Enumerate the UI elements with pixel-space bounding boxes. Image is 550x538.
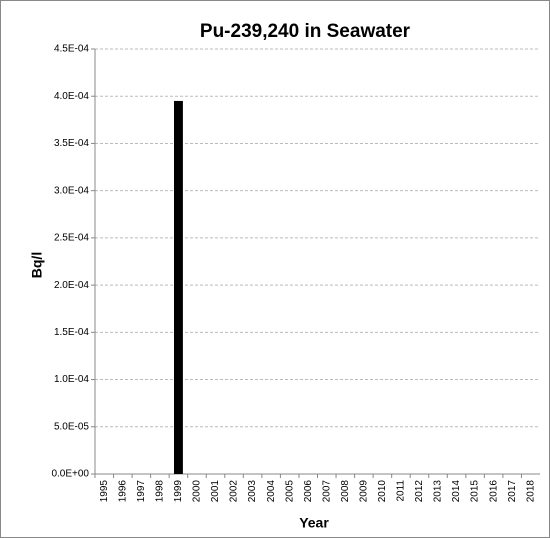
y-tick-label: 4.0E-04 bbox=[54, 91, 89, 102]
x-axis-title: Year bbox=[299, 515, 329, 531]
x-tick-label: 2007 bbox=[321, 480, 332, 503]
x-tick-label: 2002 bbox=[229, 480, 240, 503]
x-tick-label: 2001 bbox=[210, 480, 221, 503]
y-tick-label: 1.5E-04 bbox=[54, 327, 89, 338]
y-tick-label: 4.5E-04 bbox=[54, 44, 89, 55]
x-tick-label: 2009 bbox=[358, 480, 369, 503]
x-tick-label: 1997 bbox=[136, 480, 147, 503]
x-tick-label: 2006 bbox=[303, 480, 314, 503]
chart-title: Pu-239,240 in Seawater bbox=[200, 21, 411, 42]
y-tick-label: 5.0E-05 bbox=[54, 421, 89, 432]
x-tick-label: 2016 bbox=[488, 480, 499, 503]
x-tick-label: 2017 bbox=[507, 480, 518, 503]
x-tick-label: 2010 bbox=[377, 480, 388, 503]
x-tick-label: 1999 bbox=[173, 480, 184, 503]
x-tick-label: 2012 bbox=[414, 480, 425, 503]
x-tick-label: 2011 bbox=[396, 480, 407, 502]
x-tick-label: 2005 bbox=[284, 480, 295, 503]
y-tick-label: 2.0E-04 bbox=[54, 280, 89, 291]
y-tick-label: 0.0E+00 bbox=[51, 469, 89, 480]
x-tick-label: 1998 bbox=[155, 480, 166, 503]
x-tick-label: 1995 bbox=[99, 480, 110, 503]
y-tick-label: 3.0E-04 bbox=[54, 185, 89, 196]
x-tick-label: 2000 bbox=[192, 480, 203, 503]
x-tick-label: 2008 bbox=[340, 480, 351, 503]
x-tick-label: 2014 bbox=[451, 480, 462, 503]
x-tick-label: 2018 bbox=[525, 480, 536, 503]
x-tick-label: 2003 bbox=[247, 480, 258, 503]
x-tick-label: 2013 bbox=[433, 480, 444, 503]
x-tick-label: 1996 bbox=[117, 480, 128, 503]
x-tick-label: 2004 bbox=[266, 480, 277, 503]
x-tick-label: 2015 bbox=[470, 480, 481, 503]
bar bbox=[173, 100, 183, 474]
y-tick-label: 3.5E-04 bbox=[54, 138, 89, 149]
y-tick-label: 1.0E-04 bbox=[54, 374, 89, 385]
y-axis-title: Bq/l bbox=[29, 252, 45, 278]
y-tick-label: 2.5E-04 bbox=[54, 233, 89, 244]
